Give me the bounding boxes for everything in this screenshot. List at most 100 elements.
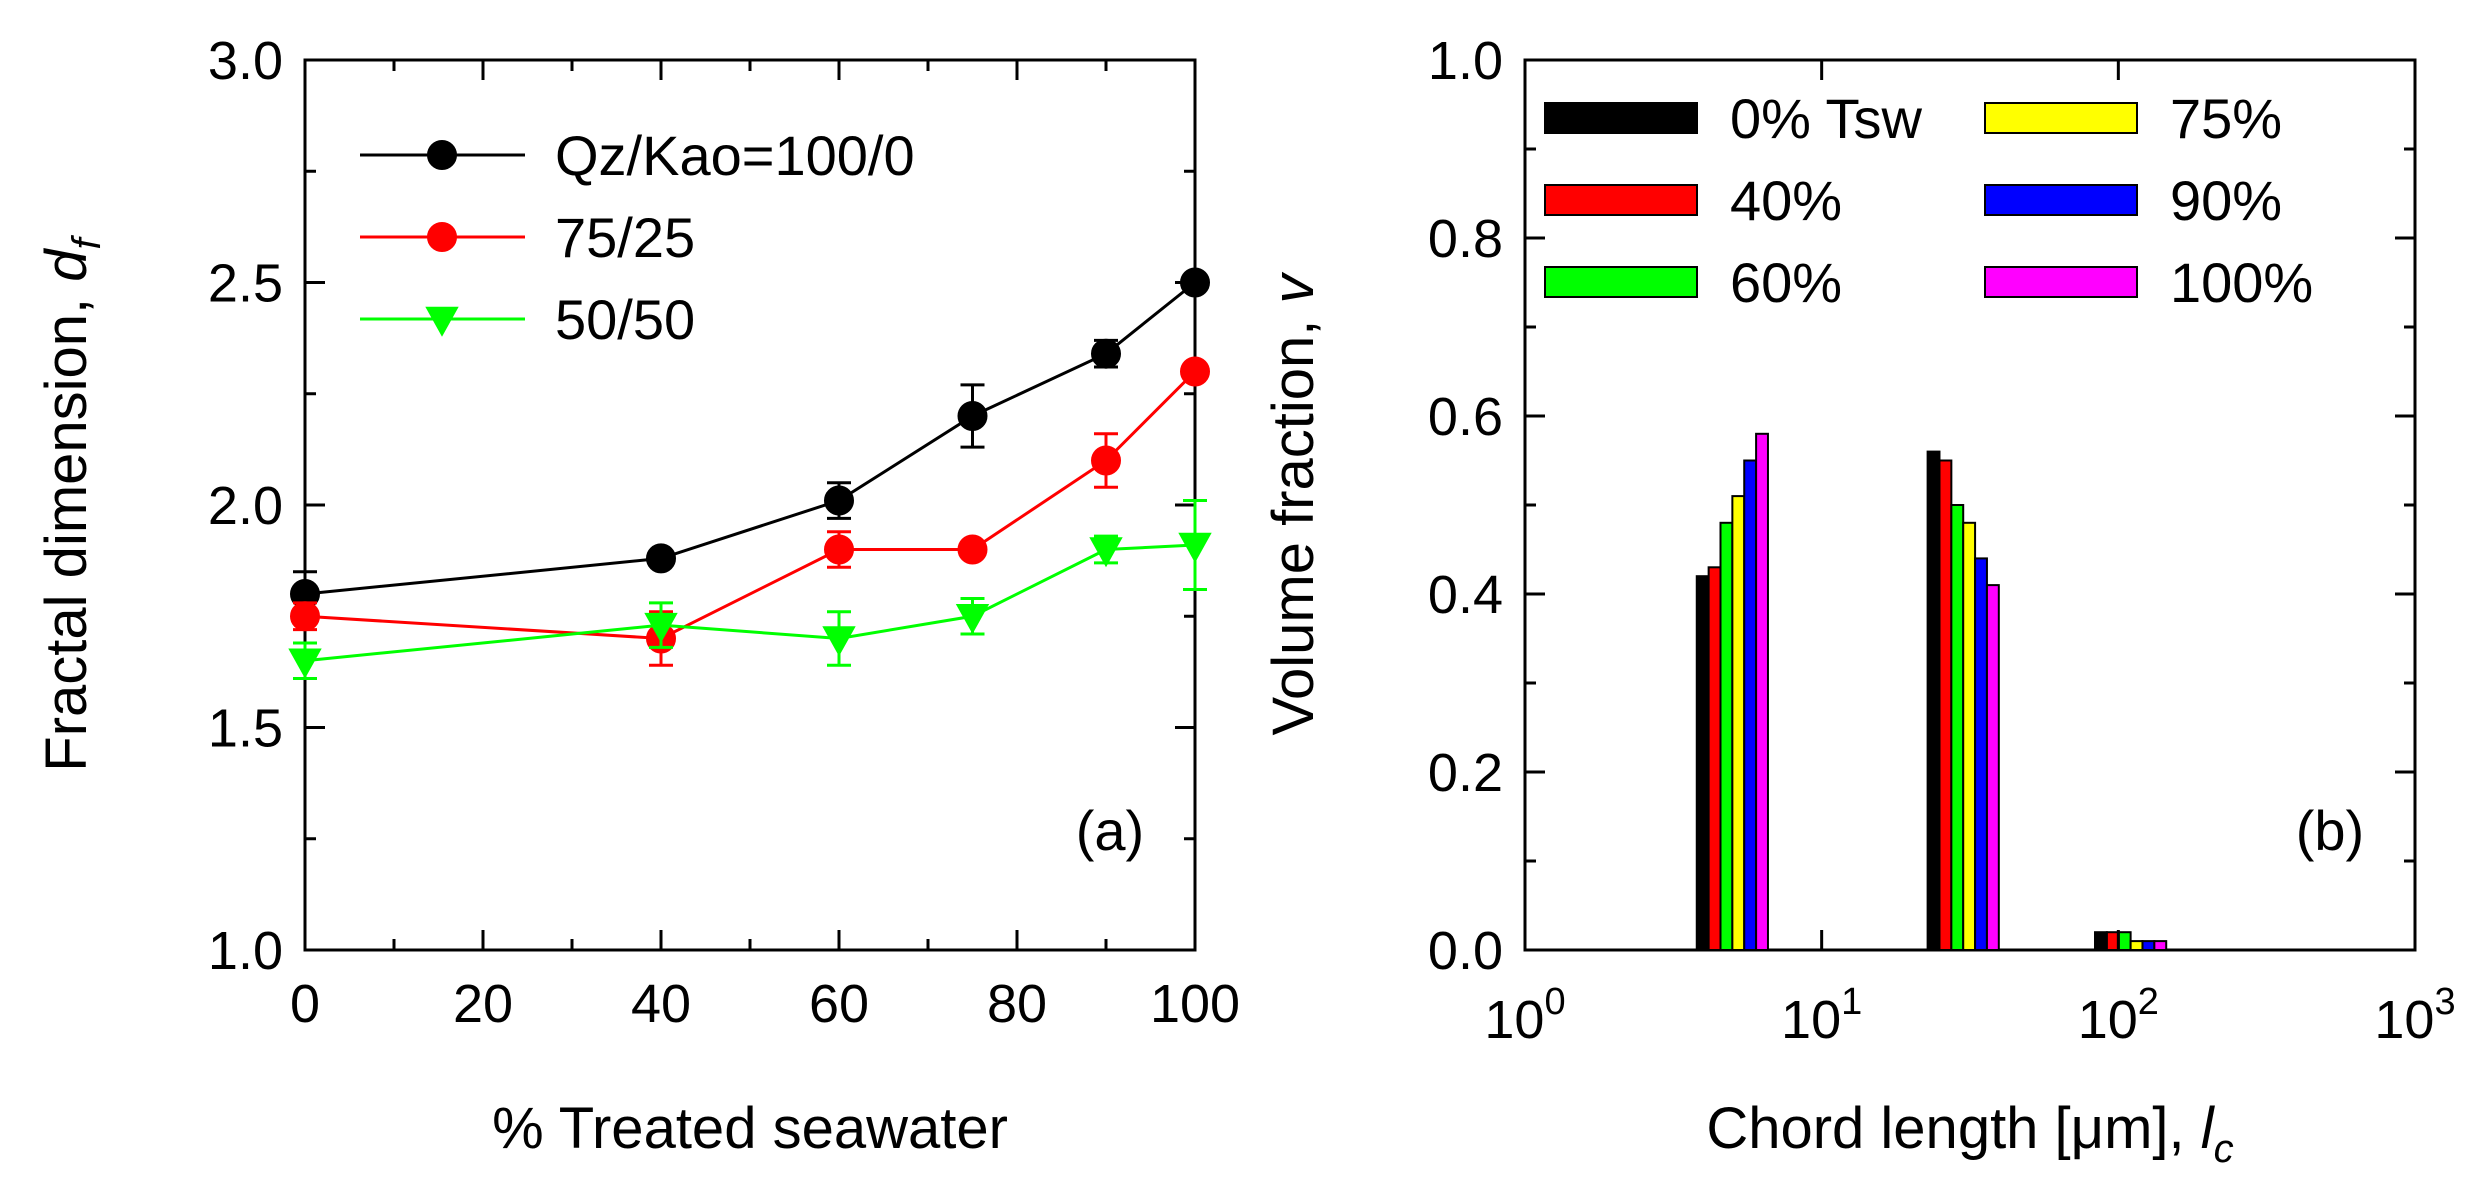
bar-b (1950, 504, 1965, 951)
legend-label-b: 40% (1730, 169, 1842, 232)
bar-b (2141, 940, 2156, 951)
bar-b (1985, 584, 2000, 951)
data-point-a (288, 648, 322, 679)
y-tick-label-a: 1.5 (208, 699, 283, 759)
y-axis-title-a-text: Fractal dimension, (34, 282, 99, 772)
data-point-a (1178, 532, 1212, 563)
x-tick-label-a: 60 (809, 974, 869, 1034)
x-axis-title-b: Chord length [μm], lc (1706, 1096, 2233, 1171)
legend-marker-a (427, 140, 457, 170)
bar-b (1974, 557, 1988, 952)
series-a (288, 267, 1212, 681)
bar-b (1755, 432, 1769, 951)
data-point-a (822, 626, 856, 657)
legend-swatch-b (1544, 102, 1698, 134)
bar-b (1938, 459, 1953, 951)
legend-label-b: 90% (2170, 169, 2282, 232)
data-point-a (1091, 445, 1121, 476)
bars-b (1695, 432, 2168, 952)
series-line-a (304, 370, 1197, 641)
x-tick-label-a: 40 (631, 974, 691, 1034)
x-axis-title-b-symbol: l (2201, 1096, 2216, 1161)
bar-b (2129, 940, 2144, 951)
y-tick-label-b: 1.0 (1428, 31, 1503, 91)
series-line-a (304, 281, 1196, 596)
legend-label-b: 75% (2170, 87, 2282, 150)
x-tick-label-b-base: 10 (1781, 990, 1841, 1050)
legend-swatch-b (1544, 184, 1698, 216)
x-axis-title-b-sub: c (2214, 1127, 2234, 1171)
x-tick-label-a: 0 (290, 974, 320, 1034)
x-tick-label-a: 100 (1150, 974, 1240, 1034)
x-tick-label-b-base: 10 (2078, 990, 2138, 1050)
y-tick-label-a: 2.5 (208, 254, 283, 314)
legend-label-b: 100% (2170, 251, 2313, 314)
y-tick-label-a: 1.0 (208, 921, 283, 981)
x-tick-label-b-exp: 0 (1544, 981, 1565, 1023)
bar-b (1707, 566, 1722, 951)
bar-b (1926, 450, 1941, 951)
x-tick-label-b-base: 10 (1484, 990, 1544, 1050)
data-point-a (957, 534, 988, 565)
legend-label-a: 75/25 (555, 206, 695, 269)
plot-frame-a (303, 58, 1197, 952)
panel-tag-a: (a) (1076, 799, 1144, 862)
legend-swatch-b (1984, 102, 2138, 134)
legend-label-a: Qz/Kao=100/0 (555, 124, 915, 187)
y-axis-title-a-symbol: d (34, 248, 99, 282)
legend-marker-a (425, 306, 459, 337)
y-axis-title-b: Volume fraction, v (1261, 272, 1326, 736)
legend-swatch-b (1984, 266, 2138, 298)
y-tick-label-b: 0.6 (1428, 387, 1503, 447)
data-point-a (824, 534, 854, 565)
y-axis-title-b-text: Volume fraction, (1261, 304, 1326, 736)
x-tick-label-a: 20 (453, 974, 513, 1034)
legend-a: Qz/Kao=100/0 75/25 50/50 (360, 124, 915, 351)
bar-b (2153, 940, 2168, 951)
x-tick-label-a: 80 (987, 974, 1047, 1034)
y-tick-label-b: 0.2 (1428, 743, 1503, 803)
x-tick-label-b-base: 10 (2374, 990, 2434, 1050)
data-point-a (646, 543, 676, 574)
series-line-a (304, 543, 1196, 663)
legend-label-b: 60% (1730, 251, 1842, 314)
x-tick-label-b: 103 (2374, 981, 2455, 1050)
y-axis-title-a: Fractal dimension, df (34, 234, 109, 771)
x-axis-title-a: % Treated seawater (492, 1096, 1008, 1161)
data-point-a (290, 601, 320, 632)
bar-b (1743, 459, 1758, 951)
bar-b (2117, 931, 2132, 952)
bar-b (1962, 521, 1977, 951)
y-tick-label-a: 3.0 (208, 31, 283, 91)
y-tick-label-b: 0.0 (1428, 921, 1503, 981)
data-point-a (1180, 356, 1210, 387)
y-tick-label-b: 0.8 (1428, 209, 1503, 269)
legend-b: 0% Tsw 40% 60% 75% 90% 100% (1544, 87, 2313, 314)
panel-tag-b: (b) (2296, 799, 2364, 862)
data-point-a (955, 604, 990, 635)
data-point-a (644, 612, 678, 643)
x-axis-title-b-mu: μ (2071, 1096, 2104, 1161)
data-point-a (1091, 338, 1121, 369)
legend-label-b: 0% Tsw (1730, 87, 1922, 150)
legend-swatch-b (1544, 266, 1698, 298)
x-tick-label-b-exp: 1 (1841, 981, 1862, 1023)
legend-swatch-b (1984, 184, 2138, 216)
ticks-a: 0 20 40 60 80 100 1.0 1.5 2.0 2.5 3.0 (208, 31, 1240, 1034)
x-tick-label-b-exp: 2 (2138, 981, 2159, 1023)
y-axis-title-a-sub: f (65, 234, 109, 249)
legend-marker-a (427, 222, 457, 252)
y-tick-label-a: 2.0 (208, 476, 283, 536)
x-tick-label-b: 101 (1781, 981, 1862, 1050)
x-axis-title-b-tail: m], (2104, 1096, 2201, 1161)
bar-b (1695, 575, 1710, 951)
data-point-a (1089, 537, 1123, 568)
data-point-a (824, 485, 854, 516)
x-axis-title-b-text: Chord length [ (1706, 1096, 2070, 1161)
x-tick-label-b: 102 (2078, 981, 2159, 1050)
panel-a: 0 20 40 60 80 100 1.0 1.5 2.0 2.5 3.0 Qz/Kao=100/0… (34, 31, 1240, 1161)
bar-b (1719, 521, 1734, 951)
